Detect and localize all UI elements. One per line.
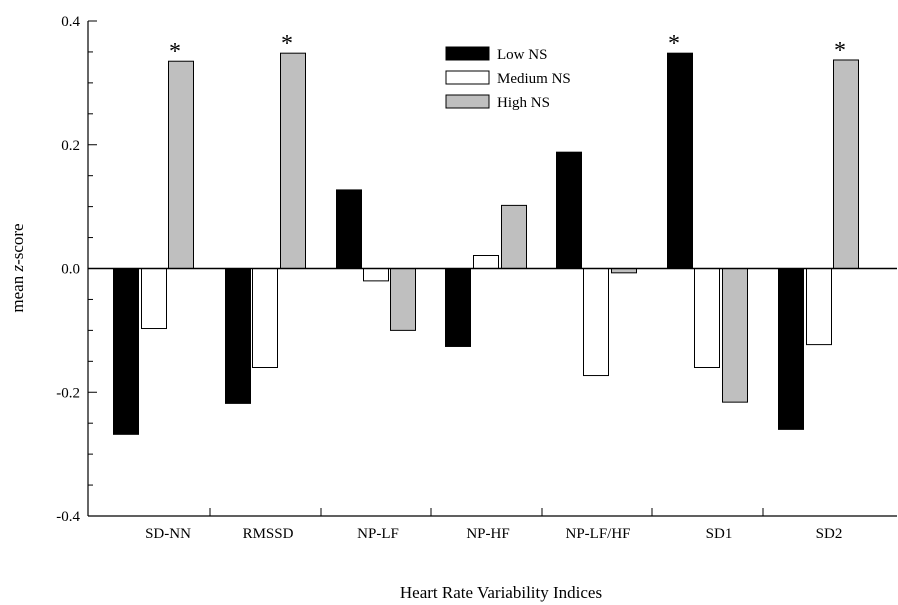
plot-area: * * * * — [113, 31, 859, 435]
bar-low-ns-np-lf/hf — [556, 151, 582, 269]
bar-low-ns-sd2 — [778, 268, 804, 430]
axes: -0.4 -0.2 0.0 0.2 0.4 SD-NN RMSSD NP-LF NP-HF NP-… — [56, 14, 897, 542]
x-tick-label: SD-NN — [145, 526, 191, 542]
y-tick-label: -0.4 — [56, 509, 80, 525]
legend-label-low-ns: Low NS — [497, 47, 547, 63]
x-tick-label: SD2 — [816, 526, 843, 542]
bar-medium-ns-np-lf — [363, 268, 389, 282]
y-tick-label: -0.2 — [56, 385, 80, 401]
y-tick-label: 0.4 — [61, 14, 80, 30]
y-axis-label-suffix: -score — [8, 223, 27, 265]
significance-star: * — [668, 31, 680, 57]
bar-low-ns-rmssd — [225, 268, 251, 404]
x-tick-label: RMSSD — [243, 526, 294, 542]
bar-high-ns-sd2 — [833, 59, 859, 270]
bar-high-ns-sd1 — [722, 268, 748, 403]
x-tick-label: SD1 — [706, 526, 733, 542]
significance-star: * — [834, 38, 846, 64]
bar-low-ns-sd-nn — [113, 268, 139, 435]
bar-medium-ns-sd2 — [806, 268, 832, 346]
y-tick-label: 0.0 — [61, 262, 80, 278]
y-tick-label: 0.2 — [61, 138, 80, 154]
legend-label-medium-ns: Medium NS — [497, 71, 571, 87]
y-axis-label: mean z-score — [8, 223, 27, 312]
x-tick-label: NP-LF/HF — [565, 526, 630, 542]
bar-high-ns-np-hf — [501, 204, 527, 269]
bar-medium-ns-sd-nn — [141, 268, 167, 330]
legend: Low NS Medium NS High NS — [445, 46, 571, 111]
x-axis-label: Heart Rate Variability Indices — [400, 583, 602, 602]
significance-star: * — [281, 31, 293, 57]
bar-low-ns-np-hf — [445, 268, 471, 347]
x-tick-label: NP-HF — [466, 526, 509, 542]
x-tick-label: NP-LF — [357, 526, 399, 542]
significance-star: * — [169, 39, 181, 65]
bar-high-ns-sd-nn — [168, 60, 194, 269]
bar-high-ns-np-lf — [390, 268, 416, 331]
bar-low-ns-np-lf — [336, 189, 362, 269]
legend-swatch-low-ns — [445, 46, 490, 61]
y-axis-label-italic: z — [8, 265, 27, 273]
bar-low-ns-sd1 — [667, 52, 693, 269]
legend-label-high-ns: High NS — [497, 95, 550, 111]
bar-medium-ns-rmssd — [252, 268, 278, 368]
legend-swatch-high-ns — [445, 94, 490, 109]
bar-medium-ns-np-lf/hf — [583, 268, 609, 377]
bar-medium-ns-sd1 — [694, 268, 720, 368]
bar-medium-ns-np-hf — [473, 255, 499, 270]
y-axis-label-prefix: mean — [8, 272, 27, 313]
bar-high-ns-rmssd — [280, 52, 306, 269]
legend-swatch-medium-ns — [445, 70, 490, 85]
